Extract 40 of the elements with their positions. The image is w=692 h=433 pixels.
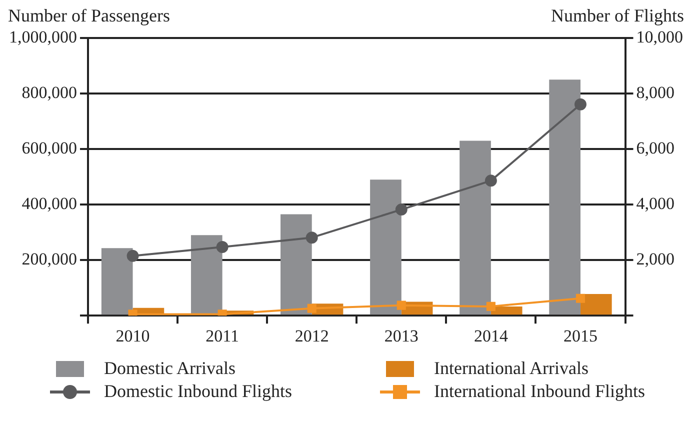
point	[486, 302, 496, 311]
y-tick-label: 800,000	[22, 82, 77, 102]
y-axis-title: Number of Passengers	[8, 6, 170, 26]
bar	[549, 80, 580, 315]
bar	[101, 248, 133, 315]
y2-tick-label: 6,000	[636, 138, 674, 158]
legend-label: Domestic Inbound Flights	[104, 381, 292, 402]
point	[574, 98, 586, 110]
x-tick-label: 2014	[474, 326, 508, 346]
y-tick-label: 600,000	[22, 138, 77, 158]
x-tick-label: 2011	[206, 326, 239, 346]
point	[395, 204, 408, 216]
legend-label: Domestic Arrivals	[104, 358, 236, 379]
y2-tick-label: 10,000	[636, 27, 683, 46]
legend-label: International Inbound Flights	[434, 381, 645, 402]
point	[306, 232, 318, 244]
bar	[580, 294, 612, 315]
legend-label: International Arrivals	[434, 358, 588, 379]
y2-tick-label: 2,000	[636, 250, 674, 269]
y-tick-label: 1,000,000	[9, 27, 77, 46]
bar	[490, 306, 522, 315]
y2-axis-title: Number of Flights	[551, 6, 684, 26]
point	[307, 304, 316, 313]
y-tick-label: 200,000	[22, 250, 77, 269]
point	[126, 250, 139, 262]
bar	[280, 214, 312, 315]
x-tick-label: 2012	[294, 326, 329, 346]
x-tick-label: 2010	[116, 326, 150, 346]
bar	[370, 180, 402, 315]
point	[396, 300, 406, 310]
x-tick-label: 2015	[563, 326, 598, 346]
bar	[460, 140, 491, 315]
point	[576, 294, 586, 303]
bar	[190, 235, 222, 315]
x-tick-label: 2013	[384, 326, 418, 346]
point	[484, 174, 497, 187]
y2-tick-label: 8,000	[636, 82, 674, 102]
point	[216, 241, 228, 254]
y-tick-label: 400,000	[22, 194, 77, 214]
y2-tick-label: 4,000	[636, 194, 674, 214]
